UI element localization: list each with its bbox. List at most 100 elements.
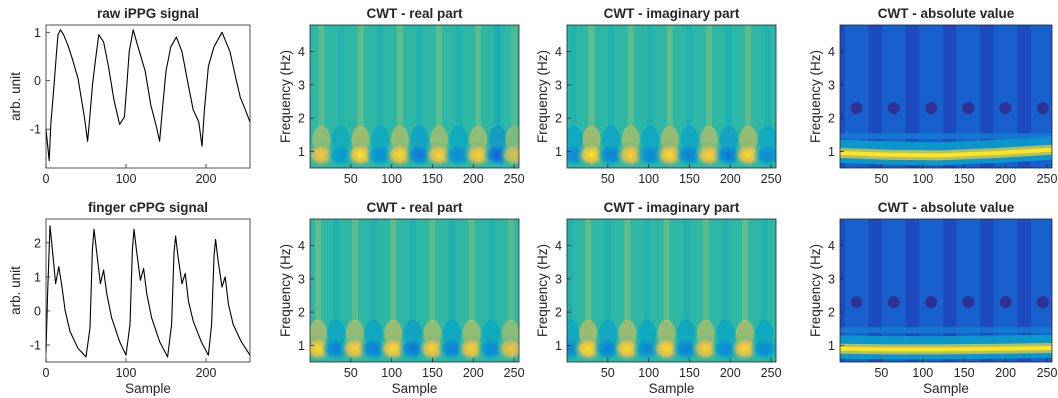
cwt-column bbox=[1030, 25, 1052, 168]
x-tick-label: 50 bbox=[601, 172, 615, 186]
cwt-band-secondary bbox=[840, 133, 1052, 140]
y-tick-label: 1 bbox=[34, 270, 41, 284]
cwt-stripe bbox=[315, 219, 322, 322]
heatmap-image bbox=[310, 219, 519, 362]
heatmap-image bbox=[310, 25, 519, 168]
cwt-dark-spot bbox=[1036, 102, 1049, 115]
cwt-stripe bbox=[468, 219, 475, 322]
cwt-stripe bbox=[455, 25, 462, 128]
cwt-stripe bbox=[475, 25, 482, 128]
cwt-dark-spot bbox=[962, 296, 975, 309]
cwt-panel: CWT - absolute value 50 100 150 200 250 1 2 3 4 Fr… bbox=[808, 200, 1058, 396]
cwt-stripe bbox=[624, 219, 631, 322]
x-axis-label: Sample bbox=[125, 381, 171, 396]
cwt-stripe bbox=[494, 25, 501, 128]
x-tick-label: 250 bbox=[504, 366, 525, 380]
heatmap-image bbox=[567, 219, 776, 362]
panel-title: CWT - imaginary part bbox=[604, 6, 740, 21]
cwt-stripe bbox=[741, 219, 748, 322]
x-tick-label: 50 bbox=[344, 172, 358, 186]
cwt-stripe bbox=[686, 25, 693, 128]
x-tick-label: 100 bbox=[381, 366, 402, 380]
cwt-dark-spot bbox=[850, 102, 863, 115]
x-tick-label: 150 bbox=[679, 172, 700, 186]
y-tick-label: 3 bbox=[828, 272, 835, 286]
y-tick-label: 1 bbox=[298, 145, 305, 159]
cwt-stripe bbox=[608, 25, 615, 128]
y-tick-label: 2 bbox=[298, 112, 305, 126]
x-tick-label: 200 bbox=[463, 172, 484, 186]
y-tick-label: 4 bbox=[828, 45, 835, 59]
y-tick-label: 3 bbox=[828, 78, 835, 92]
x-tick-label: 250 bbox=[1037, 172, 1058, 186]
axes-frame bbox=[839, 24, 1053, 169]
cwt-stripe bbox=[488, 219, 495, 322]
cwt-stripe bbox=[318, 25, 325, 128]
cwt-stripe bbox=[725, 25, 732, 128]
y-tick-label: 1 bbox=[555, 145, 562, 159]
cwt-stripe bbox=[416, 25, 423, 128]
x-tick-label: 50 bbox=[874, 366, 888, 380]
x-tick-label: 100 bbox=[912, 366, 933, 380]
y-tick-label: 1 bbox=[34, 26, 41, 40]
axes-frame bbox=[839, 218, 1053, 363]
y-tick-label: 3 bbox=[298, 272, 305, 286]
y-tick-label: 4 bbox=[555, 239, 562, 253]
x-tick-label: 200 bbox=[995, 366, 1016, 380]
x-tick-label: 150 bbox=[954, 366, 975, 380]
axes-frame bbox=[45, 218, 251, 363]
cwt-dark-spot bbox=[999, 102, 1012, 115]
cwt-stripe bbox=[666, 25, 673, 128]
y-axis-label: Frequency (Hz) bbox=[808, 244, 823, 337]
cwt-stripe bbox=[390, 219, 397, 322]
x-tick-label: 200 bbox=[196, 366, 217, 380]
y-tick-label: 2 bbox=[828, 112, 835, 126]
cwt-stripe bbox=[604, 219, 611, 322]
cwt-stripe bbox=[351, 219, 358, 322]
cwt-stripe bbox=[396, 25, 403, 128]
cwt-stripe bbox=[370, 219, 377, 322]
y-tick-label: 0 bbox=[34, 74, 41, 88]
heatmap-image bbox=[840, 219, 1052, 362]
x-tick-label: 100 bbox=[638, 366, 659, 380]
x-tick-label: 100 bbox=[912, 172, 933, 186]
cwt-band-core bbox=[840, 346, 1052, 352]
x-tick-label: 100 bbox=[381, 172, 402, 186]
cwt-blob bbox=[749, 335, 776, 362]
y-tick-label: 4 bbox=[298, 45, 305, 59]
cwt-panel: CWT - imaginary part 50 100 150 200 250 1 2 3 4 Fr… bbox=[535, 6, 782, 186]
cwt-stripe bbox=[745, 25, 752, 128]
y-tick-label: -1 bbox=[30, 338, 41, 352]
cwt-stripe bbox=[647, 25, 654, 128]
axes-frame bbox=[309, 218, 520, 363]
x-axis-label: Sample bbox=[923, 381, 969, 396]
axes-frame bbox=[309, 24, 520, 169]
cwt-stripe bbox=[333, 219, 340, 322]
cwt-panel: CWT - absolute value 50 100 150 200 250 1 2 3 4 Fr… bbox=[808, 6, 1058, 186]
axes-frame bbox=[566, 24, 777, 169]
y-axis-label: arb. unit bbox=[8, 72, 23, 121]
y-tick-label: 3 bbox=[298, 78, 305, 92]
cwt-dark-spot bbox=[999, 296, 1012, 309]
y-tick-label: 2 bbox=[34, 236, 41, 250]
x-tick-label: 200 bbox=[720, 366, 741, 380]
cwt-dark-spot bbox=[1036, 296, 1049, 309]
cwt-dark-spot bbox=[887, 102, 900, 115]
cwt-stripe bbox=[588, 25, 595, 128]
x-tick-label: 100 bbox=[116, 172, 137, 186]
y-tick-label: 4 bbox=[828, 239, 835, 253]
y-axis-label: Frequency (Hz) bbox=[535, 244, 550, 337]
y-tick-label: 2 bbox=[298, 306, 305, 320]
x-tick-label: 50 bbox=[874, 172, 888, 186]
y-tick-label: 1 bbox=[555, 339, 562, 353]
cwt-panel: CWT - real part 50 100 150 200 250 1 2 3 4 Frequen… bbox=[278, 200, 525, 396]
x-axis-label: Sample bbox=[392, 381, 438, 396]
y-tick-label: 4 bbox=[298, 239, 305, 253]
y-tick-label: 0 bbox=[34, 304, 41, 318]
cwt-stripe bbox=[357, 25, 364, 128]
y-tick-label: 2 bbox=[555, 306, 562, 320]
x-tick-label: 0 bbox=[43, 172, 50, 186]
y-tick-label: 1 bbox=[298, 339, 305, 353]
x-tick-label: 150 bbox=[422, 366, 443, 380]
